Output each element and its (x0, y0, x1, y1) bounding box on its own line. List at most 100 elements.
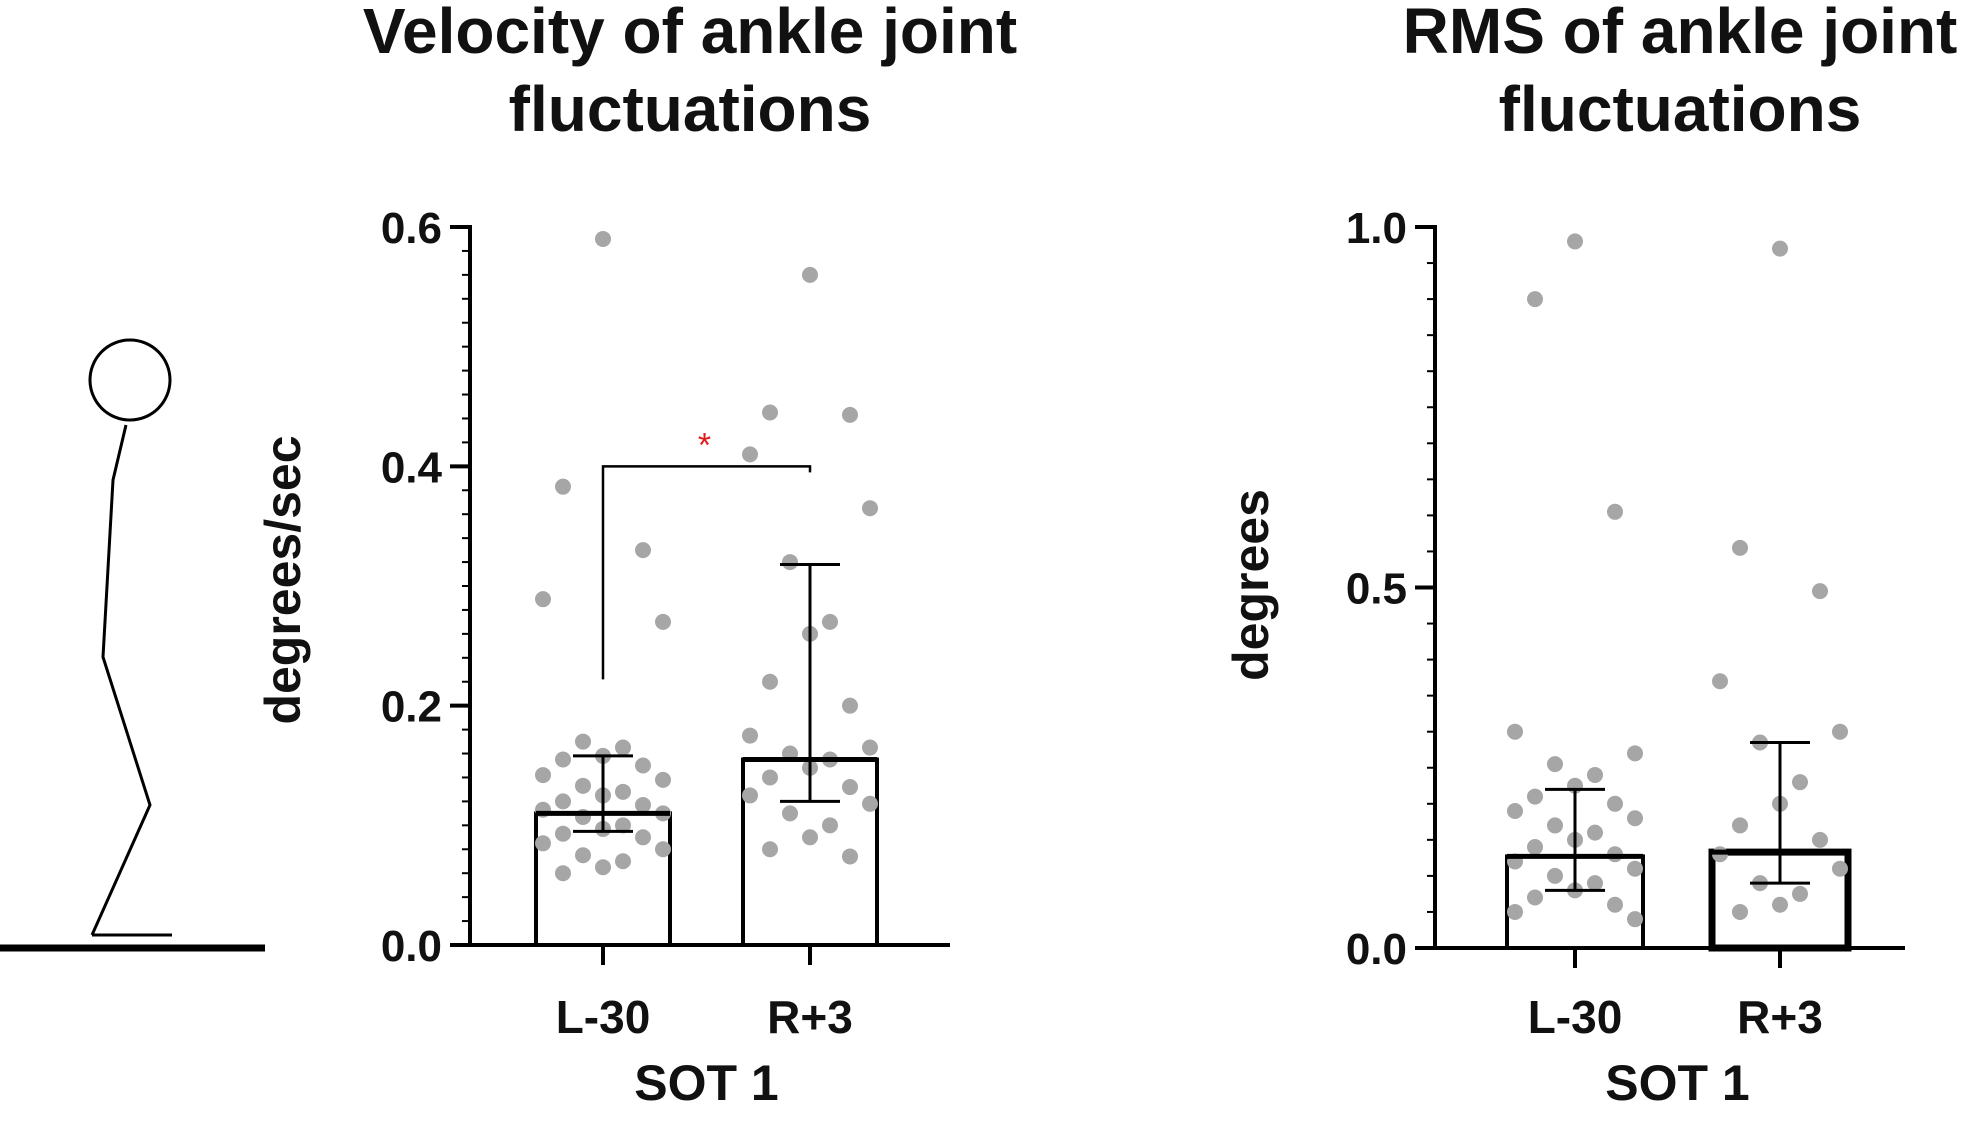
data-point (1547, 817, 1563, 834)
data-point (635, 829, 651, 846)
data-point (1772, 240, 1788, 257)
data-point (555, 793, 571, 810)
data-point (555, 865, 571, 882)
y-axis-title: degrees (1223, 489, 1279, 681)
data-point (1507, 803, 1523, 820)
data-point (782, 554, 798, 571)
data-point (1627, 860, 1643, 877)
data-point (1607, 896, 1623, 913)
data-point (1587, 766, 1603, 783)
stick-figure-illustration (0, 338, 265, 952)
data-point (635, 757, 651, 774)
data-point (1587, 824, 1603, 841)
data-point (1587, 875, 1603, 892)
data-point (635, 542, 651, 559)
data-point (862, 739, 878, 756)
y-tick-label: 1.0 (1346, 204, 1407, 253)
data-point (762, 404, 778, 421)
data-point (535, 591, 551, 608)
x-axis-title: SOT 1 (1605, 1055, 1749, 1111)
data-point (535, 767, 551, 784)
data-point (802, 829, 818, 846)
data-point (1527, 839, 1543, 856)
data-point (615, 783, 631, 800)
significance-marker: * (698, 426, 711, 464)
y-tick-label: 0.0 (1346, 925, 1407, 974)
data-point (575, 847, 591, 864)
data-point (595, 859, 611, 876)
data-point (655, 613, 671, 630)
x-tick-label: R+3 (767, 991, 853, 1043)
data-point (1812, 831, 1828, 848)
data-point (742, 787, 758, 804)
data-point (1507, 723, 1523, 740)
data-point (575, 777, 591, 794)
data-point (575, 733, 591, 750)
data-point (1527, 788, 1543, 805)
data-point (1547, 867, 1563, 884)
data-point (1627, 810, 1643, 827)
velocity-chart: * 0.0 0.2 0.4 0.6 L-30 R+3 SOT 1 degrees/sec (255, 204, 950, 1111)
data-point (1567, 233, 1583, 250)
data-point (1627, 745, 1643, 762)
y-axis-title: degrees/sec (255, 435, 311, 724)
chart-title-rms-line-1: RMS of ankle joint (1402, 0, 1958, 67)
chart-title-velocity-line-2: fluctuations (508, 73, 872, 145)
stick-figure-head (88, 338, 172, 422)
data-point (615, 739, 631, 756)
data-point (655, 841, 671, 858)
data-point (1712, 673, 1728, 690)
data-point (862, 500, 878, 517)
data-point (822, 817, 838, 834)
data-point (1832, 723, 1848, 740)
data-point (655, 771, 671, 788)
data-point (1527, 889, 1543, 906)
data-point (822, 613, 838, 630)
data-point (802, 266, 818, 283)
rms-chart: 0.0 0.5 1.0 L-30 R+3 SOT 1 degrees (1223, 204, 1905, 1111)
x-tick-label: R+3 (1737, 991, 1823, 1043)
data-point (1627, 911, 1643, 928)
data-point (615, 853, 631, 870)
data-point (742, 446, 758, 463)
data-point (782, 805, 798, 822)
data-point (842, 697, 858, 714)
x-axis-title: SOT 1 (634, 1055, 778, 1111)
data-point (595, 230, 611, 247)
data-point (742, 727, 758, 744)
data-point (842, 848, 858, 865)
data-point (762, 673, 778, 690)
data-point (862, 795, 878, 812)
data-point (535, 835, 551, 852)
data-point (1772, 896, 1788, 913)
data-point (1607, 795, 1623, 812)
y-tick-label: 0.5 (1346, 565, 1407, 614)
data-point (1607, 503, 1623, 520)
data-point (762, 769, 778, 786)
significance-bracket (601, 465, 812, 680)
data-point (1547, 756, 1563, 773)
data-point (555, 478, 571, 495)
data-point (1812, 583, 1828, 600)
chart-title-velocity-line-1: Velocity of ankle joint (362, 0, 1018, 67)
y-tick-label: 0.6 (381, 204, 442, 253)
data-point (1507, 903, 1523, 920)
y-tick-label: 0.2 (381, 683, 442, 732)
data-point (842, 779, 858, 796)
y-tick-label: 0.0 (381, 922, 442, 971)
data-point (1792, 885, 1808, 902)
x-tick-label: L-30 (1528, 991, 1623, 1043)
data-point (762, 841, 778, 858)
data-point (615, 817, 631, 834)
chart-title-rms-line-2: fluctuations (1498, 73, 1862, 145)
data-point (1527, 291, 1543, 308)
data-point (635, 796, 651, 813)
chart-title-rms: RMS of ankle joint fluctuations (1290, 0, 1983, 148)
data-point (1792, 774, 1808, 791)
data-point (555, 825, 571, 842)
data-point (1832, 860, 1848, 877)
data-point (1732, 539, 1748, 556)
stick-figure-body (90, 424, 152, 936)
chart-title-velocity: Velocity of ankle joint fluctuations (320, 0, 1060, 148)
